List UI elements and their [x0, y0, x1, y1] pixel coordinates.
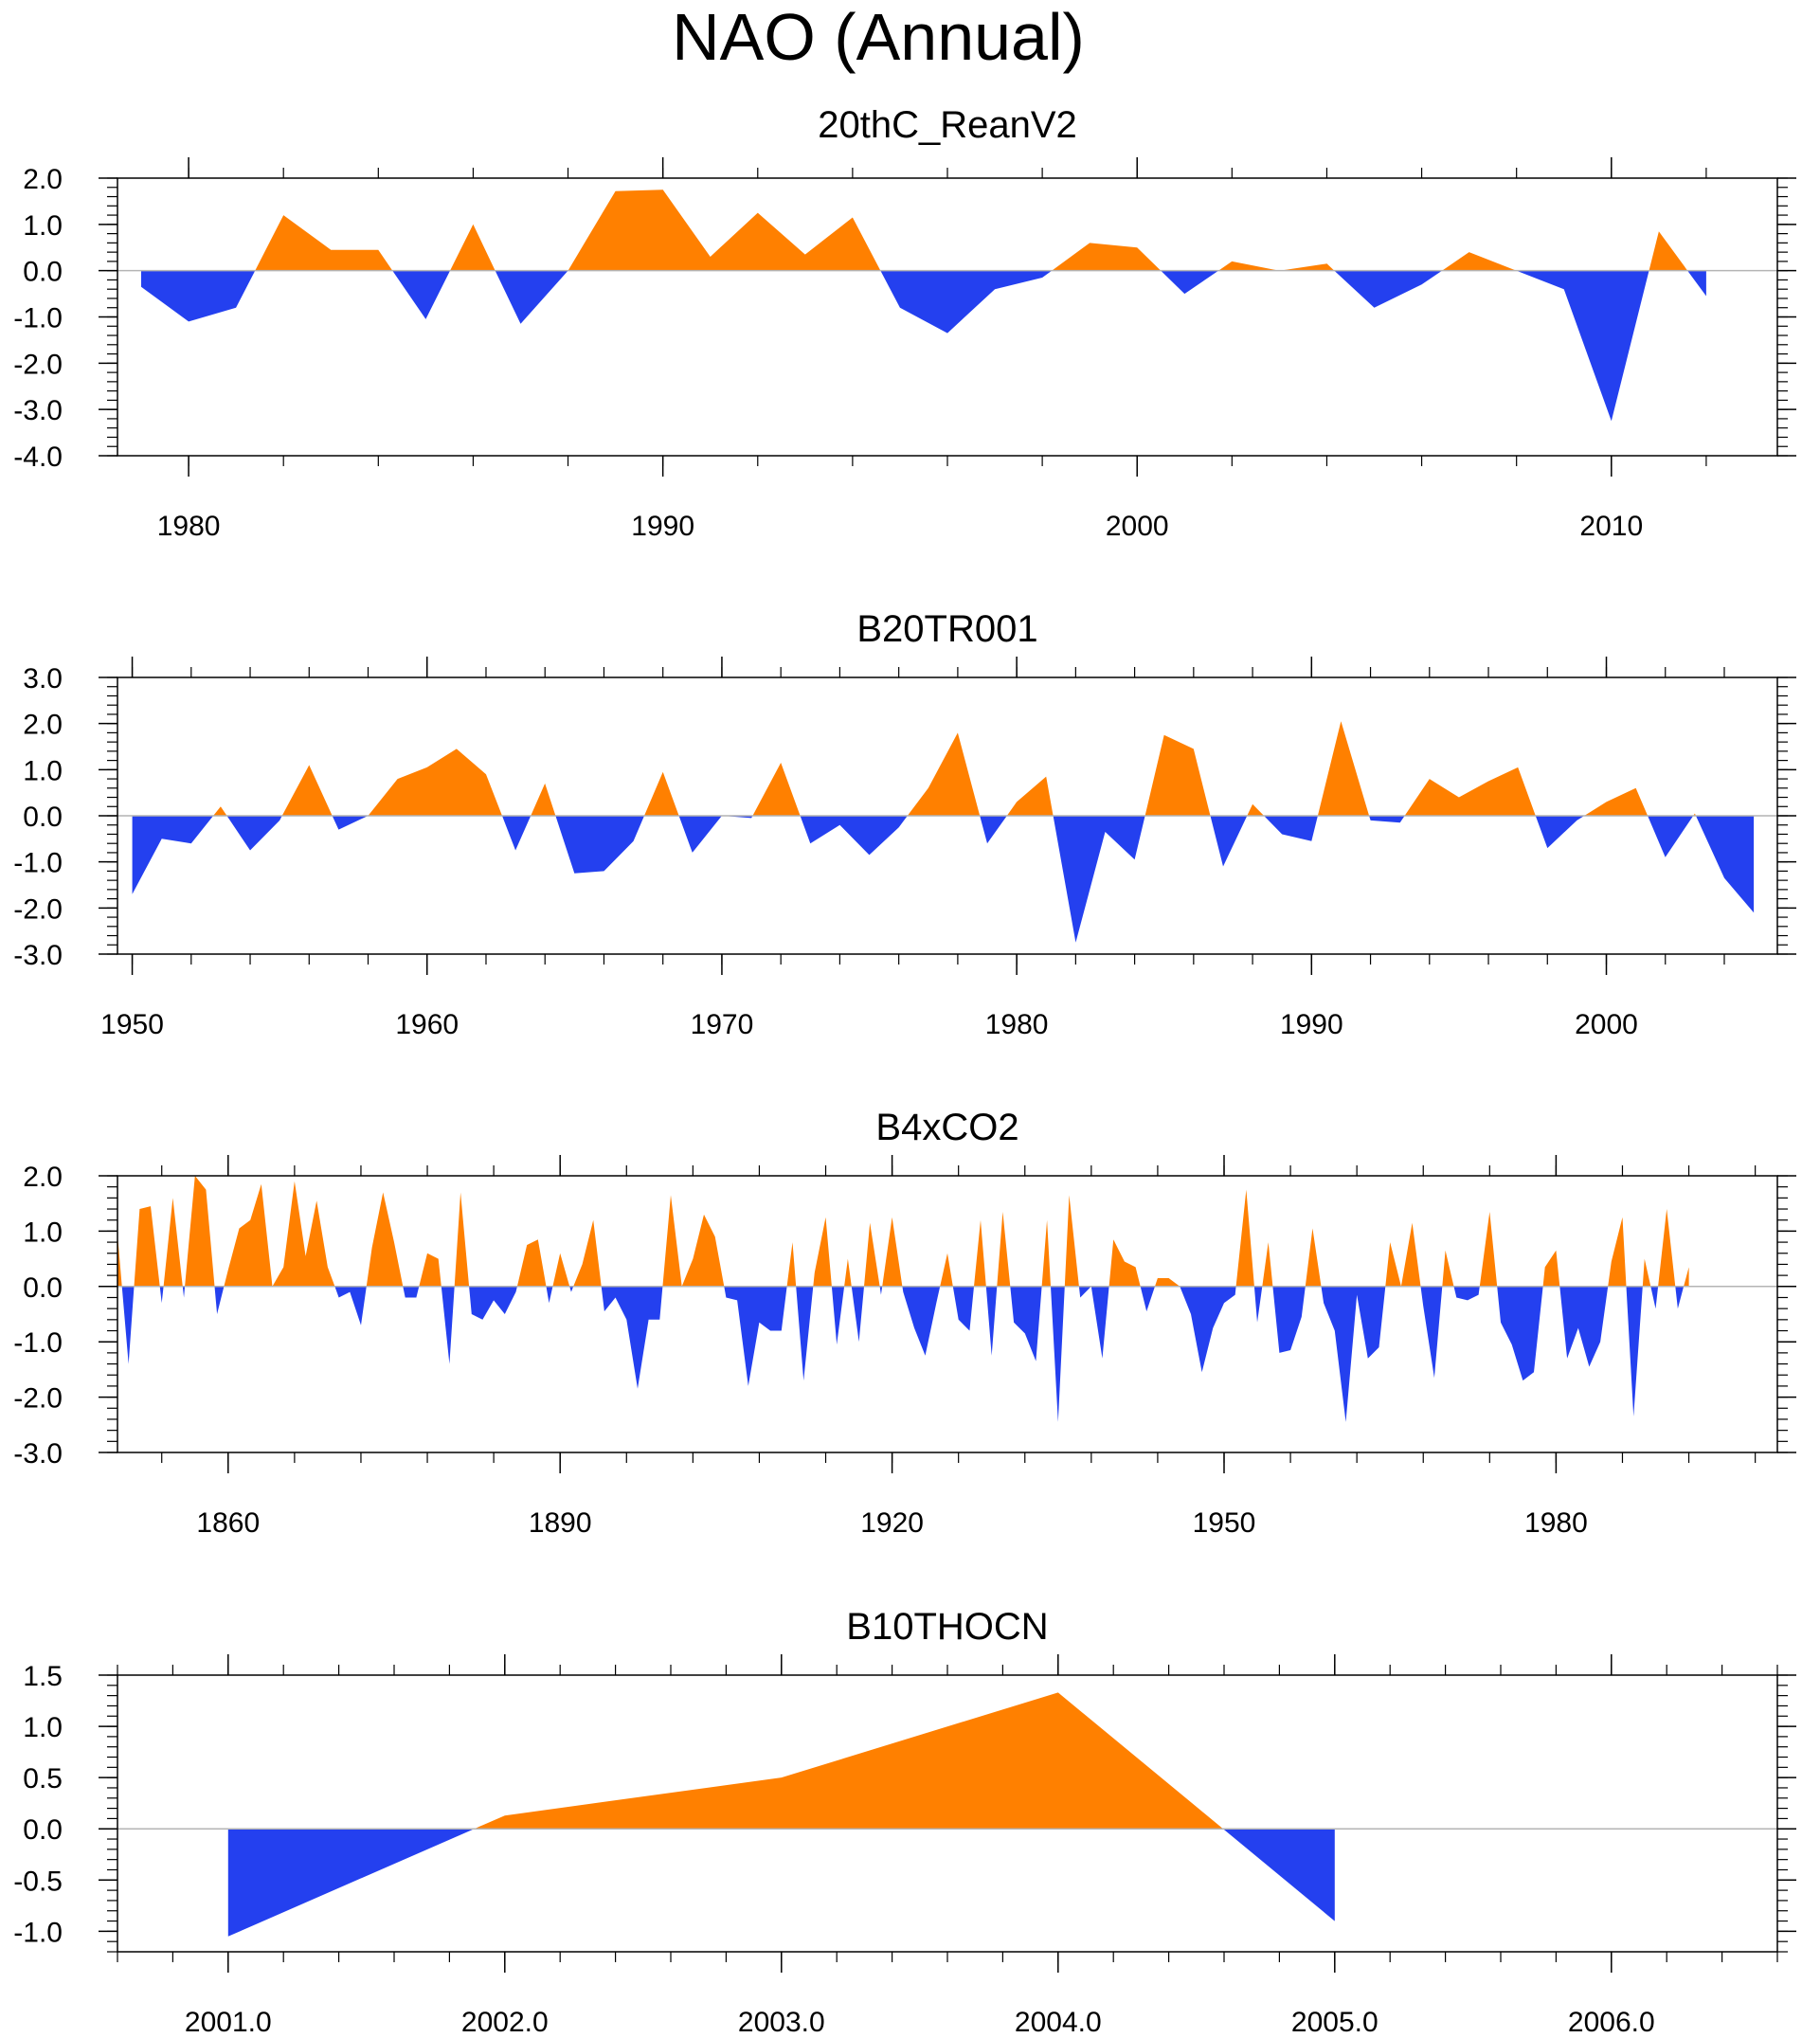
- y-tick-label: -0.5: [13, 1866, 63, 1897]
- y-tick-label: 2.0: [23, 710, 63, 741]
- y-tick-label: -2.0: [13, 1383, 63, 1415]
- y-tick-label: -2.0: [13, 893, 63, 925]
- negative-area: [141, 270, 1706, 422]
- y-tick-label: 1.0: [23, 210, 63, 242]
- x-tick-label: 2003.0: [738, 2007, 825, 2038]
- x-tick-label: 2010: [1579, 511, 1643, 542]
- y-tick-label: 0.0: [23, 1272, 63, 1304]
- panel-4: B10THOCN 1.5 1.0 0.5 0.0 -0.5 -1.0 2001.0 2002.0…: [13, 1606, 1796, 2038]
- y-tick-label: 0.0: [23, 257, 63, 288]
- plot-frame: [117, 1175, 1778, 1453]
- panel-title: B20TR001: [856, 608, 1037, 650]
- x-tick-label: 2006.0: [1568, 2007, 1655, 2038]
- y-tick-label: -3.0: [13, 395, 63, 426]
- y-tick-label: 2.0: [23, 164, 63, 195]
- y-tick-label: 0.0: [23, 1814, 63, 1846]
- y-tick-label: 0.5: [23, 1763, 63, 1795]
- panel-2: B20TR001 3.0 2.0 1.0 0.0 -1.0 -2.0 -3.0 1950 1960…: [13, 608, 1796, 1040]
- x-tick-label: 1980: [985, 1009, 1049, 1040]
- y-tick-label: -1.0: [13, 303, 63, 334]
- x-tick-label: 2000: [1575, 1009, 1638, 1040]
- y-tick-label: 1.0: [23, 755, 63, 786]
- y-tick-label: -2.0: [13, 349, 63, 380]
- main-title: NAO (Annual): [672, 0, 1085, 74]
- y-tick-label: -1.0: [13, 848, 63, 879]
- x-tick-label: 1950: [100, 1009, 164, 1040]
- positive-area: [227, 1692, 1335, 1830]
- y-tick-label: 1.0: [23, 1217, 63, 1248]
- y-tick-label: 1.0: [23, 1712, 63, 1743]
- x-tick-label: 2004.0: [1015, 2007, 1102, 2038]
- x-tick-label: 2001.0: [185, 2007, 272, 2038]
- y-tick-label: -3.0: [13, 1438, 63, 1470]
- x-tick-label: 2005.0: [1291, 2007, 1379, 2038]
- x-tick-label: 1970: [691, 1009, 754, 1040]
- panel-3: B4xCO2 2.0 1.0 0.0 -1.0 -2.0 -3.0 1860 1890 1920 1…: [13, 1107, 1796, 1539]
- y-tick-label: 2.0: [23, 1162, 63, 1193]
- x-tick-label: 1890: [529, 1507, 592, 1539]
- x-tick-label: 1960: [395, 1009, 459, 1040]
- y-tick-label: -1.0: [13, 1917, 63, 1948]
- x-tick-label: 1990: [1280, 1009, 1343, 1040]
- panel-title: B4xCO2: [875, 1107, 1018, 1148]
- negative-area: [117, 1286, 1689, 1422]
- negative-area: [132, 816, 1755, 943]
- x-tick-label: 1980: [1524, 1507, 1588, 1539]
- panel-title: 20thC_ReanV2: [818, 104, 1077, 146]
- x-tick-label: 1980: [157, 511, 221, 542]
- negative-area: [227, 1829, 1335, 1937]
- x-tick-label: 2002.0: [461, 2007, 549, 2038]
- x-tick-label: 1920: [860, 1507, 924, 1539]
- panel-title: B10THOCN: [846, 1606, 1048, 1648]
- y-tick-label: -3.0: [13, 940, 63, 971]
- positive-area: [132, 721, 1755, 816]
- y-tick-label: 3.0: [23, 663, 63, 694]
- y-tick-label: 1.5: [23, 1661, 63, 1692]
- x-tick-label: 2000: [1106, 511, 1169, 542]
- x-tick-label: 1860: [196, 1507, 260, 1539]
- positive-area: [117, 1176, 1689, 1287]
- x-tick-label: 1950: [1193, 1507, 1256, 1539]
- x-tick-label: 1990: [631, 511, 694, 542]
- y-tick-label: 0.0: [23, 802, 63, 833]
- positive-area: [141, 189, 1706, 271]
- y-tick-label: -1.0: [13, 1327, 63, 1359]
- panel-1: 20thC_ReanV2 2.0 1.0 0.0 -1.0 -2.0 -3.0 -4.0 198…: [13, 104, 1796, 542]
- y-tick-label: -4.0: [13, 442, 63, 473]
